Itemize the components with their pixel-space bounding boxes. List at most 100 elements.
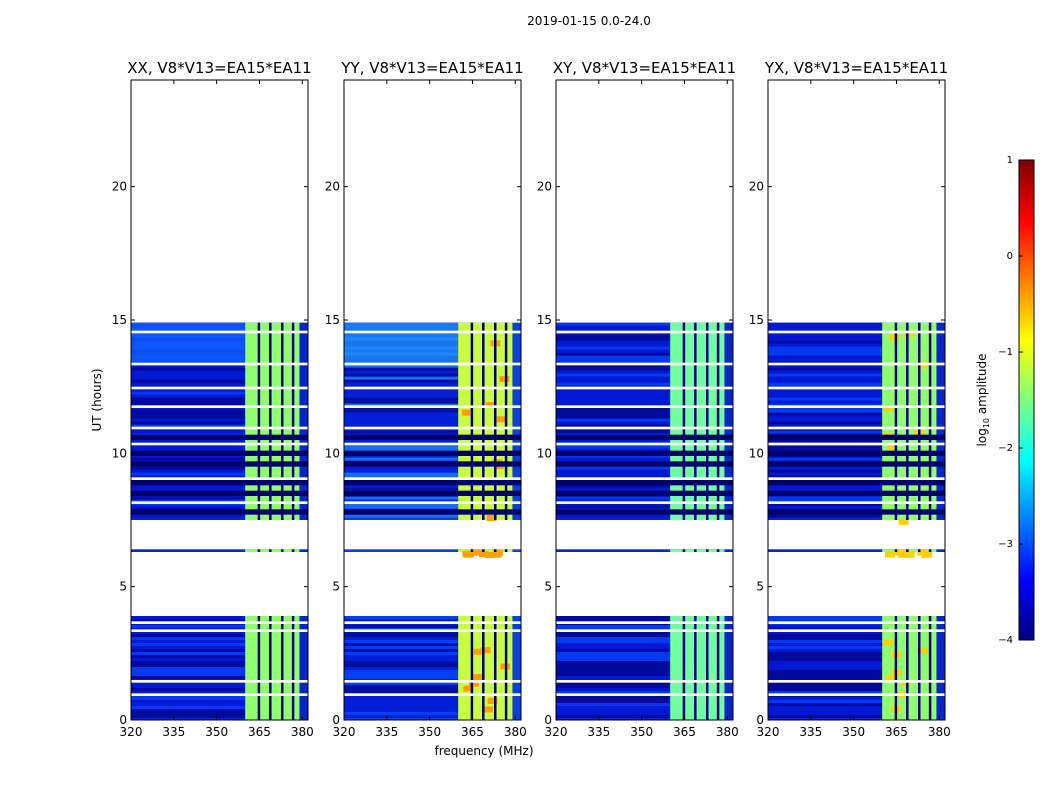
channel-gap bbox=[928, 616, 932, 720]
data-block bbox=[131, 549, 308, 552]
channel-gap bbox=[894, 322, 898, 520]
texture-row bbox=[768, 421, 883, 425]
texture-row bbox=[768, 502, 883, 506]
texture-row bbox=[344, 646, 459, 649]
channel-gap bbox=[682, 549, 686, 552]
texture-row bbox=[768, 649, 883, 652]
dark-row bbox=[556, 490, 733, 496]
texture-row bbox=[344, 667, 459, 670]
texture-row bbox=[344, 649, 459, 652]
texture-row bbox=[556, 670, 671, 673]
x-tick-label: 320 bbox=[120, 725, 143, 739]
channel-gap bbox=[504, 549, 508, 552]
texture-row bbox=[556, 475, 671, 479]
texture-row bbox=[768, 466, 883, 470]
texture-row bbox=[131, 472, 246, 476]
hot-spot bbox=[917, 647, 928, 654]
channel-gap bbox=[269, 616, 272, 720]
heatmap-yy bbox=[344, 322, 521, 720]
channel-gap bbox=[716, 322, 720, 520]
channel-gap bbox=[269, 322, 272, 520]
texture-row bbox=[768, 670, 883, 673]
texture-row bbox=[344, 676, 459, 679]
time-gap bbox=[556, 362, 733, 366]
texture-row bbox=[556, 328, 671, 332]
channel-gap bbox=[504, 616, 508, 720]
texture-row bbox=[768, 379, 883, 383]
texture-row bbox=[556, 640, 671, 643]
texture-row bbox=[131, 409, 246, 413]
heatmap-xy bbox=[556, 322, 733, 720]
time-gap bbox=[131, 680, 308, 683]
dark-row bbox=[556, 480, 733, 486]
y-tick-label: 20 bbox=[112, 180, 127, 194]
texture-row bbox=[344, 409, 459, 413]
channel-gap bbox=[906, 616, 909, 720]
time-gap bbox=[768, 629, 945, 632]
hot-spot bbox=[892, 669, 903, 676]
texture-row bbox=[131, 439, 246, 443]
texture-row bbox=[344, 430, 459, 434]
channel-gap bbox=[705, 616, 709, 720]
y-tick-label: 20 bbox=[325, 180, 340, 194]
texture-row bbox=[131, 394, 246, 398]
texture-row bbox=[556, 706, 671, 709]
texture-row bbox=[768, 409, 883, 413]
texture-row bbox=[131, 661, 246, 664]
texture-row bbox=[556, 334, 671, 338]
texture-row bbox=[344, 643, 459, 646]
texture-row bbox=[556, 397, 671, 401]
texture-row bbox=[768, 343, 883, 347]
texture-row bbox=[556, 688, 671, 691]
texture-row bbox=[556, 337, 671, 341]
time-gap bbox=[344, 405, 521, 408]
time-gap bbox=[344, 629, 521, 632]
channel-gap bbox=[504, 322, 508, 520]
texture-row bbox=[768, 685, 883, 688]
texture-row bbox=[556, 685, 671, 688]
texture-row bbox=[131, 505, 246, 509]
texture-row bbox=[768, 352, 883, 356]
texture-row bbox=[344, 421, 459, 425]
texture-row bbox=[556, 709, 671, 712]
channel-gap bbox=[291, 322, 295, 520]
texture-row bbox=[556, 700, 671, 703]
channel-gap bbox=[682, 616, 686, 720]
x-tick-label: 380 bbox=[716, 725, 739, 739]
x-tick-label: 320 bbox=[333, 725, 356, 739]
texture-row bbox=[556, 349, 671, 353]
panel-frame bbox=[767, 79, 946, 721]
hot-spot bbox=[882, 639, 893, 646]
x-tick-label: 350 bbox=[205, 725, 228, 739]
time-gap bbox=[556, 442, 733, 446]
texture-row bbox=[131, 382, 246, 386]
channel-gap bbox=[906, 549, 909, 552]
texture-row bbox=[131, 379, 246, 383]
texture-row bbox=[768, 658, 883, 661]
texture-row bbox=[131, 424, 246, 428]
time-gap bbox=[556, 501, 733, 504]
heatmap-yx bbox=[768, 322, 945, 720]
texture-row bbox=[131, 634, 246, 637]
texture-row bbox=[556, 643, 671, 646]
time-gap bbox=[768, 405, 945, 408]
texture-row bbox=[344, 682, 459, 685]
texture-row bbox=[556, 661, 671, 664]
texture-row bbox=[131, 703, 246, 706]
time-gap bbox=[131, 330, 308, 334]
texture-row bbox=[344, 406, 459, 410]
texture-row bbox=[768, 616, 883, 619]
texture-row bbox=[556, 652, 671, 655]
texture-row bbox=[344, 652, 459, 655]
hot-spot bbox=[496, 416, 507, 423]
texture-row bbox=[768, 388, 883, 392]
texture-row bbox=[344, 379, 459, 383]
texture-row bbox=[556, 382, 671, 386]
dark-row bbox=[768, 461, 945, 467]
texture-row bbox=[344, 388, 459, 392]
texture-row bbox=[344, 658, 459, 661]
hot-spot bbox=[487, 697, 498, 704]
rfi-band bbox=[245, 549, 300, 552]
dark-row bbox=[344, 461, 521, 467]
texture-row bbox=[556, 424, 671, 428]
